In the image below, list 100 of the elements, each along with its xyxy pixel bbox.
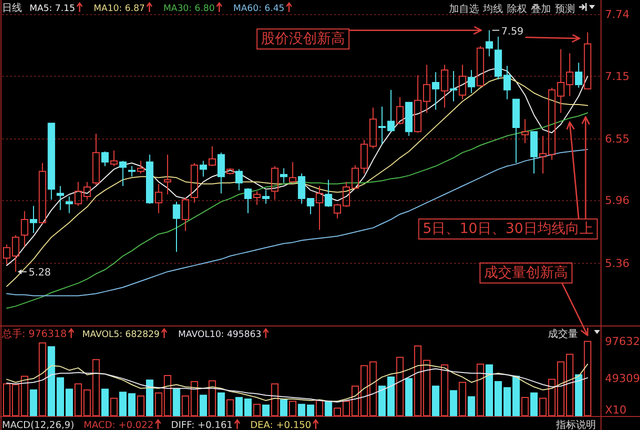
- text: MA10: 6.87: [94, 4, 145, 14]
- candlestick: [432, 72, 440, 110]
- y-tick-label: 5.96: [605, 194, 630, 208]
- y-tick-label: 5.36: [605, 256, 630, 270]
- bar: [584, 340, 592, 416]
- bar: [521, 397, 529, 416]
- candlestick: [262, 190, 270, 204]
- candlestick: [468, 70, 476, 94]
- y-tick-label: 7.15: [605, 70, 630, 83]
- annotation: 叠加: [531, 3, 551, 15]
- candlestick: [190, 162, 198, 204]
- annotation: 总手: 976318: [1, 328, 67, 340]
- bar: [530, 392, 538, 416]
- bar: [432, 386, 440, 416]
- text: DIFF: +0.161: [171, 420, 233, 430]
- bar: [253, 404, 261, 416]
- bar: [226, 399, 234, 416]
- candlestick: [92, 133, 100, 186]
- candlestick: [128, 166, 136, 178]
- candlestick: [244, 188, 252, 214]
- candlestick: [324, 179, 332, 208]
- text: MACD: +0.022: [84, 420, 154, 430]
- candlestick: [56, 186, 64, 211]
- bar: [316, 400, 324, 416]
- candlestick: [440, 64, 448, 108]
- bar: [450, 390, 458, 416]
- candlestick: [172, 201, 180, 252]
- candlestick: [208, 146, 216, 167]
- bar: [468, 396, 476, 416]
- bar: [405, 378, 413, 416]
- candlestick: [450, 70, 458, 102]
- candlestick: [30, 205, 38, 234]
- candlestick: [316, 186, 324, 230]
- candlestick: [226, 168, 234, 176]
- candlestick: [530, 131, 538, 174]
- bar: [262, 404, 270, 416]
- candlestick: [66, 196, 73, 214]
- annotation: 预测: [555, 3, 575, 15]
- candlestick: [512, 98, 520, 164]
- y-tick-label: 49309: [605, 372, 640, 385]
- bar: [288, 400, 296, 416]
- candlestick: [217, 152, 225, 194]
- y-tick-label: 6.55: [605, 132, 630, 146]
- text: DEA: +0.150: [250, 420, 312, 430]
- bar: [440, 364, 448, 416]
- candlestick: [476, 45, 484, 88]
- text: MAVOL5: 682829: [82, 330, 160, 340]
- candlestick: [521, 118, 529, 144]
- bar: [146, 380, 154, 416]
- annotation: 成交量创新高: [484, 265, 568, 281]
- y-axis-title: X10: [605, 404, 627, 417]
- candlestick: [288, 161, 296, 184]
- text: MACD(12,26,9): [2, 420, 74, 430]
- candlestick: [574, 62, 582, 88]
- annotation: 除权: [507, 3, 527, 15]
- candlestick: [253, 190, 261, 206]
- candlestick: [235, 168, 243, 191]
- bar: [217, 392, 225, 416]
- bar: [324, 400, 332, 416]
- candlestick: [387, 89, 395, 132]
- bar: [30, 389, 38, 416]
- annotation: 成交量: [548, 328, 578, 340]
- candlestick: [38, 162, 46, 224]
- bar: [458, 382, 466, 416]
- text: MAVOL10: 495863: [178, 330, 262, 340]
- candlestick: [164, 154, 172, 195]
- bar: [378, 386, 386, 416]
- y-tick-label: 97632: [605, 335, 640, 348]
- bar: [396, 356, 404, 416]
- annotation: 5.28: [28, 268, 51, 279]
- bar: [574, 374, 582, 416]
- annotation: 均线: [482, 3, 503, 15]
- candlestick: [110, 150, 118, 167]
- annotation: 5日、10日、30日均线向上: [422, 221, 594, 237]
- candlestick: [405, 102, 413, 136]
- bar: [280, 399, 288, 416]
- bar: [137, 395, 144, 416]
- candlestick: [200, 160, 208, 178]
- bar: [200, 394, 208, 416]
- chart-title: 日线: [2, 2, 22, 14]
- y-tick-label: 7.74: [605, 8, 630, 22]
- candlestick: [48, 122, 56, 200]
- candlestick: [458, 64, 466, 100]
- bar: [110, 398, 118, 416]
- text: MA30: 6.80: [163, 4, 215, 14]
- bar: [387, 376, 395, 416]
- candlestick: [280, 168, 288, 184]
- bar: [476, 364, 484, 416]
- annotation: 股价没创新高: [261, 31, 345, 47]
- candlestick: [101, 151, 109, 167]
- candlestick: [378, 106, 386, 145]
- candlestick: [486, 30, 493, 57]
- bar: [101, 388, 109, 416]
- annotation: 7.59: [501, 26, 524, 38]
- annotation: 加自选: [449, 3, 479, 15]
- candlestick: [119, 160, 127, 187]
- text: 指标说明: [555, 419, 596, 430]
- bar: [38, 342, 46, 416]
- candlestick: [146, 154, 154, 204]
- candlestick: [584, 32, 592, 90]
